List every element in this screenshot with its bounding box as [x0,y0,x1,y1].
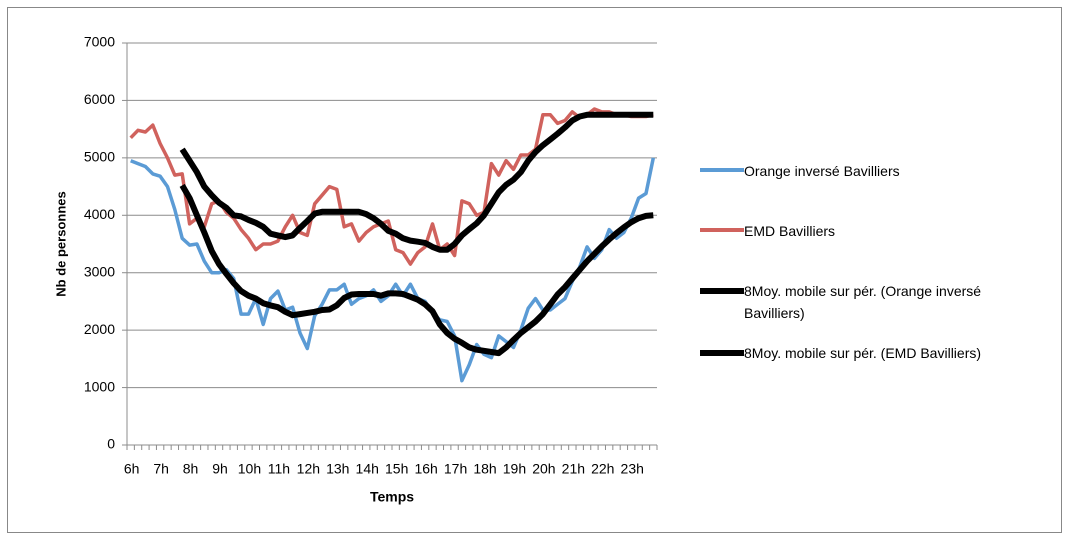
y-tick-label: 2000 [84,321,115,337]
legend-swatch [700,288,744,294]
x-tick-label: 13h [326,461,349,477]
legend-swatch [700,228,744,232]
legend-label: 8Moy. mobile sur pér. (Orange inversé Ba… [744,283,982,321]
x-tick-label: 16h [414,461,437,477]
series-line [130,157,656,383]
legend-label: 8Moy. mobile sur pér. (EMD Bavilliers) [744,345,982,361]
y-tick-label: 7000 [84,34,115,50]
y-axis-label: Nb de personnes [53,191,68,296]
x-tick-label: 22h [591,461,614,477]
series-line [179,183,654,357]
x-tick-label: 11h [268,461,290,477]
x-tick-label: 7h [153,461,169,477]
y-tick-label: 0 [107,436,115,452]
x-tick-label: 18h [473,461,496,477]
x-tick-label: 23h [621,461,644,477]
y-tick-label: 3000 [84,263,115,279]
y-tick-label: 6000 [84,91,115,107]
y-tick-label: 1000 [84,378,115,394]
legend-entry: 8Moy. mobile sur pér. (EMD Bavilliers) [700,342,1044,364]
x-axis-label: Temps [370,489,414,505]
x-tick-label: 19h [503,461,526,477]
legend-entry: EMD Bavilliers [700,220,1044,242]
y-tick-label: 4000 [84,206,115,222]
y-tick-label: 5000 [84,149,115,165]
x-tick-label: 20h [532,461,555,477]
x-tick-label: 21h [562,461,585,477]
x-tick-label: 17h [444,461,467,477]
legend-label: EMD Bavilliers [744,223,836,239]
x-tick-label: 12h [297,461,320,477]
x-tick-label: 10h [238,461,261,477]
chart-border [7,7,1062,533]
legend-swatch [700,350,744,356]
legend-label: Orange inversé Bavilliers [744,163,900,179]
x-tick-label: 6h [124,461,140,477]
legend-entry: 8Moy. mobile sur pér. (Orange inversé Ba… [700,280,1044,324]
series-line [179,111,654,253]
x-tick-label: 8h [183,461,199,477]
legend-entry: Orange inversé Bavilliers [700,160,1044,182]
x-tick-label: 15h [385,461,408,477]
legend-swatch [700,168,744,172]
x-tick-label: 9h [212,461,228,477]
x-tick-label: 14h [356,461,379,477]
